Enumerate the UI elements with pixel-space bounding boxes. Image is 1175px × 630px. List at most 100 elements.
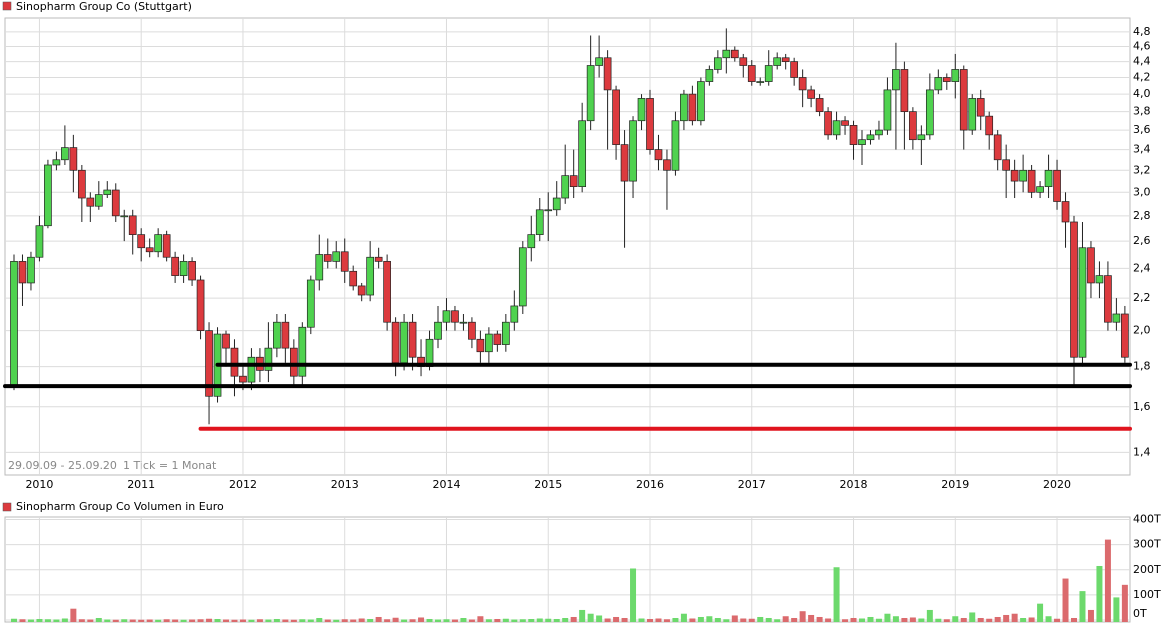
candle-body (468, 321, 476, 340)
candle-body (137, 234, 146, 249)
candle-body (281, 321, 290, 349)
candle-body (959, 69, 968, 131)
volume-bar (1062, 578, 1069, 622)
candle-body (332, 251, 341, 262)
candle-body (663, 159, 671, 171)
volume-bar (401, 619, 408, 622)
candle-body (815, 98, 824, 112)
volume-bar (290, 619, 297, 622)
candle-body (841, 120, 849, 126)
candle-body (697, 81, 705, 122)
y-tick-label: 4,8 (1133, 25, 1151, 38)
y-tick-label: 3,2 (1133, 163, 1151, 176)
candle-body (1019, 169, 1027, 182)
candle-body (273, 321, 281, 349)
y-tick-label: 200T (1133, 563, 1161, 576)
candle-body (968, 98, 977, 131)
volume-bar (765, 617, 772, 622)
volume-bar (189, 619, 196, 622)
candle-body (586, 65, 595, 122)
volume-bar (1096, 565, 1103, 622)
candle-body (849, 125, 858, 145)
candle-body (52, 159, 61, 166)
volume-bar (545, 618, 552, 622)
candle-body (400, 321, 408, 364)
candle-body (934, 77, 943, 91)
y-tick-label: 2,2 (1133, 291, 1151, 304)
volume-bar (460, 617, 467, 622)
volume-bar (36, 618, 43, 622)
volume-bar (248, 619, 255, 622)
candle-body (493, 333, 502, 345)
candle-body (1112, 313, 1121, 323)
volume-bar (256, 619, 263, 622)
candle-body (162, 234, 171, 258)
candle-body (476, 338, 485, 353)
volume-bar (350, 619, 357, 622)
candle-body (230, 347, 239, 377)
volume-bar (1104, 539, 1111, 622)
volume-bar (341, 619, 348, 622)
y-tick-label: 300T (1133, 538, 1161, 551)
volume-bar (494, 618, 501, 622)
volume-bar (859, 618, 865, 622)
candle-body (501, 321, 510, 345)
volume-bar (680, 613, 687, 622)
candle-body (756, 81, 765, 83)
volume-bar (409, 619, 416, 622)
y-tick-label: 2,8 (1133, 209, 1151, 222)
candle-body (27, 256, 35, 284)
y-tick-label: 2,4 (1133, 261, 1151, 274)
volume-bar (104, 619, 111, 622)
volume-bar (324, 619, 331, 622)
candle-body (247, 356, 256, 383)
volume-bar (392, 617, 399, 622)
candle-body (128, 215, 137, 235)
candle-body (544, 209, 553, 212)
candle-body (654, 149, 663, 161)
volume-bar (375, 616, 382, 622)
volume-bar (180, 619, 187, 622)
tick-note: 1 Tick = 1 Monat (123, 459, 217, 472)
x-tick-label: 2015 (534, 478, 562, 491)
volume-bar (528, 618, 535, 622)
candle-body (196, 279, 205, 331)
candle-body (145, 247, 154, 253)
volume-bar (468, 619, 475, 622)
volume-bar (70, 608, 77, 622)
volume-bar (231, 619, 238, 622)
candle-body (408, 321, 417, 358)
volume-bar (833, 567, 840, 622)
candle-body (1002, 159, 1011, 171)
volume-bar (901, 617, 908, 622)
volume-bar (799, 611, 806, 622)
candle-body (713, 57, 722, 70)
volume-bar (282, 619, 289, 622)
y-tick-label: 1,4 (1133, 445, 1151, 458)
volume-bar (273, 618, 280, 622)
volume-bar (697, 616, 704, 622)
volume-bar (977, 617, 984, 622)
volume-bar (808, 614, 815, 622)
volume-bar (1020, 617, 1027, 622)
candle-body (349, 270, 358, 287)
volume-bar (206, 618, 213, 622)
volume-bar (740, 618, 747, 622)
candle-body (86, 197, 95, 207)
candle-body (1036, 186, 1044, 193)
volume-bar (731, 615, 738, 622)
volume-bar (630, 568, 637, 622)
volume-bar (1045, 616, 1052, 622)
volume-bar (1028, 617, 1035, 622)
candle-body (900, 69, 909, 112)
volume-bar (1087, 609, 1094, 622)
volume-bar (78, 619, 85, 622)
volume-bar (1079, 591, 1086, 622)
x-tick-label: 2014 (432, 478, 460, 491)
volume-bar (426, 618, 433, 622)
candle-body (671, 120, 680, 171)
volume-bar (782, 616, 789, 622)
candle-body (858, 139, 866, 145)
volume-bar (842, 619, 849, 622)
